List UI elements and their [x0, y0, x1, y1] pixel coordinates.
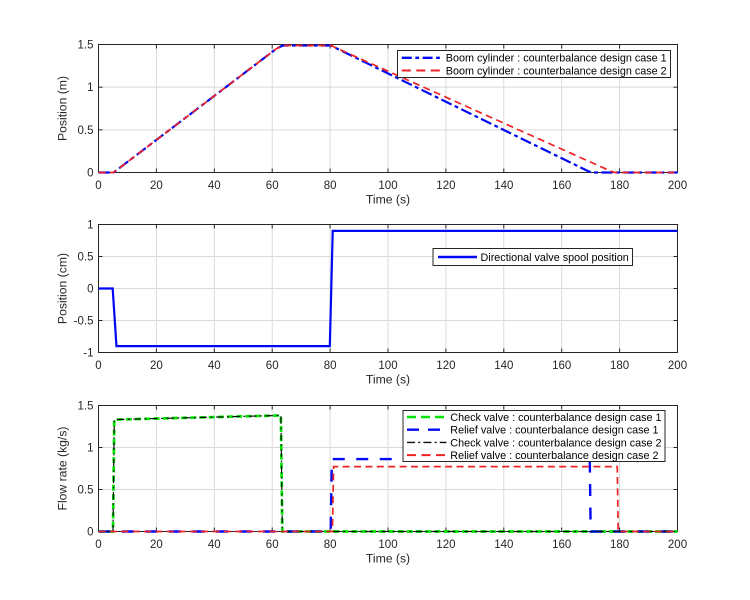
svg-text:Position (cm): Position (cm) [56, 253, 70, 324]
svg-text:Check valve : counterbalance d: Check valve : counterbalance design case… [450, 437, 661, 449]
svg-text:20: 20 [150, 180, 163, 192]
svg-text:80: 80 [324, 360, 337, 372]
svg-text:100: 100 [378, 180, 397, 192]
svg-text:-0.5: -0.5 [74, 316, 94, 328]
svg-text:120: 120 [436, 180, 455, 192]
svg-text:Flow rate (kg/s): Flow rate (kg/s) [56, 427, 70, 511]
svg-text:60: 60 [266, 360, 279, 372]
svg-text:-1: -1 [83, 348, 93, 360]
svg-text:Boom cylinder : counterbalance: Boom cylinder : counterbalance design ca… [446, 53, 667, 65]
svg-text:1: 1 [87, 443, 93, 455]
svg-text:0: 0 [95, 360, 101, 372]
svg-text:180: 180 [610, 539, 629, 551]
svg-text:0: 0 [95, 180, 101, 192]
svg-text:80: 80 [324, 539, 337, 551]
svg-text:160: 160 [552, 539, 571, 551]
svg-text:Directional valve spool positi: Directional valve spool position [481, 252, 629, 264]
svg-text:Time (s): Time (s) [366, 551, 410, 565]
svg-text:100: 100 [378, 539, 397, 551]
svg-text:60: 60 [266, 539, 279, 551]
svg-text:200: 200 [668, 360, 687, 372]
svg-text:0: 0 [95, 539, 101, 551]
svg-text:160: 160 [552, 180, 571, 192]
svg-text:40: 40 [208, 180, 221, 192]
svg-text:160: 160 [552, 360, 571, 372]
svg-text:Check valve : counterbalance d: Check valve : counterbalance design case… [450, 412, 661, 424]
svg-text:0: 0 [87, 168, 93, 180]
svg-text:120: 120 [436, 360, 455, 372]
svg-text:180: 180 [610, 360, 629, 372]
svg-text:0: 0 [87, 527, 93, 539]
svg-text:200: 200 [668, 180, 687, 192]
svg-text:100: 100 [378, 360, 397, 372]
svg-text:1.5: 1.5 [78, 40, 94, 52]
svg-text:80: 80 [324, 180, 337, 192]
svg-text:180: 180 [610, 180, 629, 192]
svg-text:140: 140 [494, 360, 513, 372]
svg-text:140: 140 [494, 539, 513, 551]
svg-text:20: 20 [150, 360, 163, 372]
svg-text:40: 40 [208, 539, 221, 551]
svg-text:60: 60 [266, 180, 279, 192]
svg-text:Relief valve : counterbalance: Relief valve : counterbalance design cas… [450, 450, 658, 462]
svg-text:120: 120 [436, 539, 455, 551]
svg-text:200: 200 [668, 539, 687, 551]
svg-text:Boom cylinder : counterbalance: Boom cylinder : counterbalance design ca… [446, 65, 667, 77]
svg-text:1: 1 [87, 220, 93, 232]
svg-text:0.5: 0.5 [78, 125, 94, 137]
svg-text:0.5: 0.5 [78, 252, 94, 264]
svg-text:Time (s): Time (s) [366, 372, 410, 386]
svg-text:1: 1 [87, 82, 93, 94]
svg-text:Time (s): Time (s) [366, 192, 410, 206]
svg-text:140: 140 [494, 180, 513, 192]
svg-text:20: 20 [150, 539, 163, 551]
svg-text:0.5: 0.5 [78, 485, 94, 497]
svg-text:40: 40 [208, 360, 221, 372]
svg-text:1.5: 1.5 [78, 401, 94, 413]
svg-text:Relief valve : counterbalance: Relief valve : counterbalance design cas… [450, 425, 658, 437]
svg-text:Position (m): Position (m) [56, 76, 70, 141]
svg-text:0: 0 [87, 284, 93, 296]
